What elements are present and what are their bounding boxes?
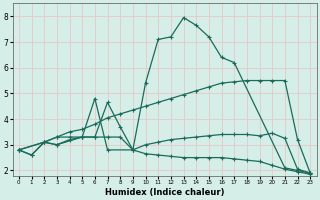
X-axis label: Humidex (Indice chaleur): Humidex (Indice chaleur): [105, 188, 224, 197]
